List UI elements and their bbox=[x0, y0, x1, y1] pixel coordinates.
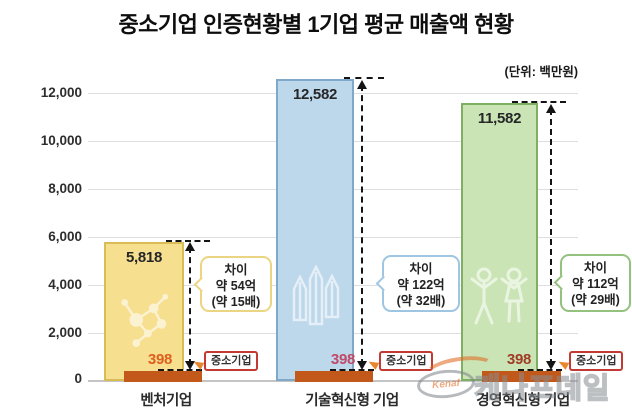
diff-callout: 차이 약 54억 (약 15배) bbox=[193, 256, 272, 312]
sme-label-box: 중소기업 bbox=[379, 351, 434, 371]
arrow-up-icon bbox=[185, 242, 195, 251]
callout-line: (약 15배) bbox=[211, 295, 261, 309]
dashed-line bbox=[344, 77, 384, 79]
diff-callout: 차이 약 122억 (약 32배) bbox=[375, 255, 460, 312]
x-axis-label: 기술혁신형 기업 bbox=[305, 393, 399, 409]
arrow-up-icon bbox=[357, 80, 367, 89]
y-axis-tick-label: 8,000 bbox=[48, 181, 82, 196]
callout-line: (약 29배) bbox=[571, 293, 620, 307]
sme-value-label: 398 bbox=[147, 351, 173, 368]
callout-line: 차이 bbox=[409, 262, 433, 276]
arrow-up-icon bbox=[546, 104, 556, 113]
diff-arrow bbox=[189, 247, 191, 365]
diff-callout: 차이 약 112억 (약 29배) bbox=[553, 254, 631, 312]
bar-value-label: 11,582 bbox=[477, 110, 522, 127]
diff-arrow bbox=[361, 85, 363, 365]
y-axis-tick-label: 4,000 bbox=[48, 277, 82, 292]
bar-venture: 5,818 bbox=[104, 242, 184, 381]
sme-value-label: 398 bbox=[330, 351, 356, 368]
y-axis-tick-label: 6,000 bbox=[48, 229, 82, 244]
unit-label: (단위: 백만원) bbox=[504, 65, 578, 79]
y-axis-tick-label: 2,000 bbox=[48, 325, 82, 340]
sme-bar bbox=[124, 371, 202, 382]
callout-line: 차이 bbox=[224, 263, 248, 277]
x-axis-label: 벤처기업 bbox=[140, 393, 192, 409]
arrow-down-icon bbox=[357, 361, 367, 370]
people-icon bbox=[467, 267, 533, 332]
dashed-line bbox=[330, 369, 374, 371]
dashed-line bbox=[166, 240, 210, 242]
page-title: 중소기업 인증현황별 1기업 평균 매출액 현황 bbox=[118, 12, 514, 37]
arrow-down-icon bbox=[185, 361, 195, 370]
dashed-line bbox=[158, 369, 202, 371]
sme-label-box: 중소기업 bbox=[204, 351, 259, 371]
sme-bar bbox=[482, 371, 561, 382]
watermark-text: 케나프데일리 bbox=[473, 372, 610, 406]
kenaf-logo-text: Kenaf bbox=[431, 377, 461, 391]
y-axis-tick-label: 12,000 bbox=[40, 85, 82, 100]
molecule-icon bbox=[115, 288, 173, 353]
bar-value-label: 12,582 bbox=[292, 86, 338, 103]
y-axis-tick-label: 10,000 bbox=[40, 133, 82, 148]
y-axis-tick-label: 0 bbox=[74, 371, 82, 386]
diff-arrow bbox=[550, 109, 552, 365]
pencils-icon bbox=[290, 264, 340, 336]
callout-line: 차이 bbox=[583, 261, 607, 275]
callout-line: 약 54억 bbox=[215, 279, 257, 293]
dashed-line bbox=[518, 369, 562, 371]
x-axis-label: 경영혁신형 기업 bbox=[476, 393, 570, 409]
sme-label-box: 중소기업 bbox=[569, 351, 624, 371]
callout-line: 약 122억 bbox=[397, 278, 445, 292]
arrow-down-icon bbox=[546, 361, 556, 370]
callout-line: (약 32배) bbox=[396, 294, 446, 308]
dashed-line bbox=[512, 101, 566, 103]
watermark: Kenaf 케나프데일리 bbox=[412, 352, 632, 413]
bar-tech-innovation: 12,582 bbox=[276, 79, 354, 381]
bar-management-innovation: 11,582 bbox=[461, 103, 538, 381]
sme-bar bbox=[295, 371, 373, 382]
callout-line: 약 112억 bbox=[572, 277, 619, 291]
sme-value-label: 398 bbox=[506, 351, 532, 368]
bar-value-label: 5,818 bbox=[125, 249, 163, 266]
